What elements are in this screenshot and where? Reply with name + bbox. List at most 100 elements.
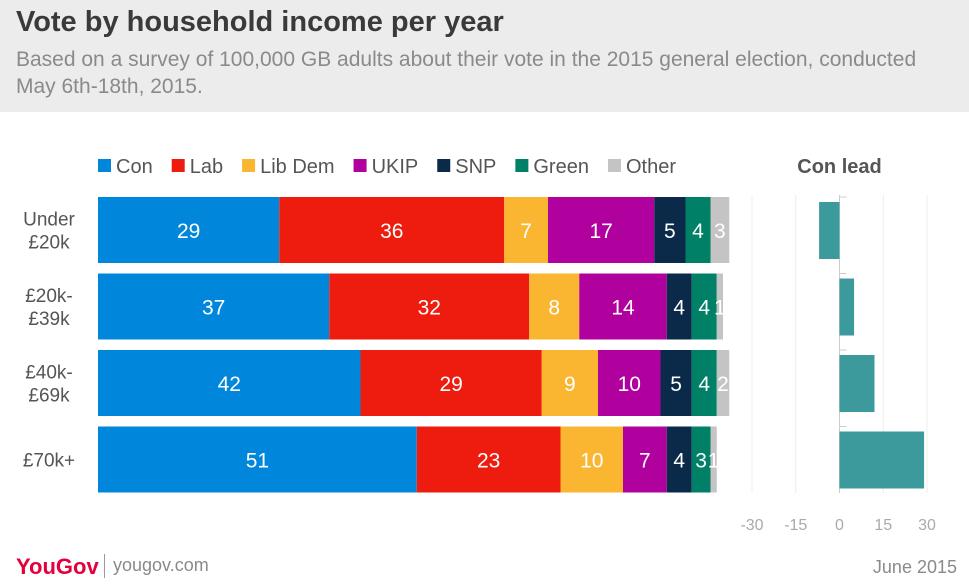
footer-url: yougov.com: [113, 555, 209, 575]
data-label: 51: [246, 450, 269, 473]
header-band: Vote by household income per year Based …: [0, 0, 969, 112]
data-label: 5: [670, 373, 682, 396]
data-label: 14: [611, 297, 635, 320]
yougov-logo: YouGov: [16, 554, 99, 579]
x-tick-label: 15: [874, 517, 892, 534]
data-label: 23: [477, 450, 500, 473]
bar-segment: [98, 197, 280, 263]
footer-divider: [104, 554, 105, 578]
category-label: £70k+: [23, 451, 75, 472]
bar-segment: [329, 273, 530, 340]
category-label: £20k-£39k: [25, 286, 73, 330]
bar-segment: [560, 426, 623, 493]
data-label: 5: [664, 220, 676, 243]
bar-segment: [98, 273, 330, 340]
bar-segment: [279, 197, 505, 263]
data-label: 10: [580, 450, 603, 473]
category-label-line: £20k-: [25, 286, 73, 307]
legend-item-1: Lab: [171, 156, 223, 178]
data-label: 29: [177, 220, 200, 243]
legend-swatch: [98, 159, 111, 172]
legend-item-6: Other: [607, 156, 676, 178]
legend-label: Con: [116, 156, 153, 178]
data-label: 7: [639, 450, 651, 473]
footer-date: June 2015: [872, 557, 957, 577]
bar-segment: [98, 350, 361, 416]
legend-label: UKIP: [372, 156, 419, 178]
legend-label: Green: [533, 156, 589, 178]
legend-swatch: [437, 159, 451, 172]
bar-segment: [504, 197, 548, 263]
data-label: 37: [202, 297, 225, 320]
data-label: 4: [692, 220, 704, 243]
data-label: 4: [698, 373, 710, 396]
legend-label: Lab: [190, 156, 223, 178]
data-label: 1: [708, 450, 720, 473]
data-label: 4: [698, 297, 710, 320]
x-tick-label: -15: [784, 517, 807, 534]
bar-segment: [710, 197, 730, 263]
data-label: 4: [673, 450, 685, 473]
bar-segment: [360, 350, 542, 416]
data-label: 42: [218, 373, 241, 396]
legend-item-0: Con: [98, 156, 153, 178]
chart-title: Vote by household income per year: [16, 6, 504, 38]
bar-segment: [598, 350, 661, 416]
bar-segment: [654, 197, 686, 263]
legend-item-4: SNP: [437, 156, 496, 178]
category-label-line: £20k: [28, 233, 70, 254]
bar-segment: [666, 273, 692, 340]
bar-segment: [416, 426, 561, 493]
category-label-line: £39k: [28, 309, 70, 330]
data-label: 8: [548, 297, 560, 320]
data-label: 1: [714, 297, 726, 320]
con-lead-bar: [839, 278, 855, 336]
legend-swatch: [171, 159, 185, 172]
bar-segment: [691, 350, 717, 416]
con-lead-bar: [819, 202, 840, 259]
legend-item-3: UKIP: [353, 156, 419, 178]
legend-item-5: Green: [515, 156, 589, 178]
bar-segment: [541, 350, 598, 416]
bar-segment: [98, 426, 417, 493]
data-label: 4: [673, 297, 685, 320]
bar-segment: [660, 350, 692, 416]
category-label: Under £20k: [23, 210, 75, 254]
data-label: 3: [714, 220, 726, 243]
category-label-line: £40k-: [25, 363, 73, 384]
legend-label: SNP: [455, 156, 496, 178]
x-tick-label: 0: [835, 517, 844, 534]
bar-segment: [716, 273, 723, 340]
bar-segment: [623, 426, 667, 493]
data-label: 17: [589, 220, 612, 243]
data-label: 36: [380, 220, 403, 243]
data-label: 3: [695, 450, 707, 473]
legend-swatch: [515, 159, 529, 172]
data-label: 32: [418, 297, 441, 320]
legend-swatch: [607, 159, 621, 172]
con-lead-bar: [839, 431, 925, 489]
data-label: 9: [564, 373, 576, 396]
con-lead-title: Con lead: [797, 156, 881, 178]
data-label: 2: [717, 373, 729, 396]
legend-swatch: [242, 159, 256, 172]
bar-segment: [716, 350, 730, 416]
data-label: 29: [439, 373, 462, 396]
category-label: £40k-£69k: [25, 363, 73, 407]
bar-segment: [685, 197, 711, 263]
category-label-line: Under: [23, 210, 75, 231]
bar-segment: [666, 426, 692, 493]
bar-segment: [529, 273, 580, 340]
chart-subtitle: Based on a survey of 100,000 GB adults a…: [16, 48, 917, 98]
legend-label: Lib Dem: [260, 156, 334, 178]
x-tick-label: -30: [740, 517, 763, 534]
bar-segment: [579, 273, 667, 340]
bar-segment: [691, 426, 711, 493]
bar-segment: [691, 273, 717, 340]
bar-segment: [548, 197, 655, 263]
x-tick-label: 30: [918, 517, 936, 534]
legend-swatch: [353, 159, 367, 172]
data-label: 10: [618, 373, 641, 396]
con-lead-bar: [839, 355, 875, 412]
